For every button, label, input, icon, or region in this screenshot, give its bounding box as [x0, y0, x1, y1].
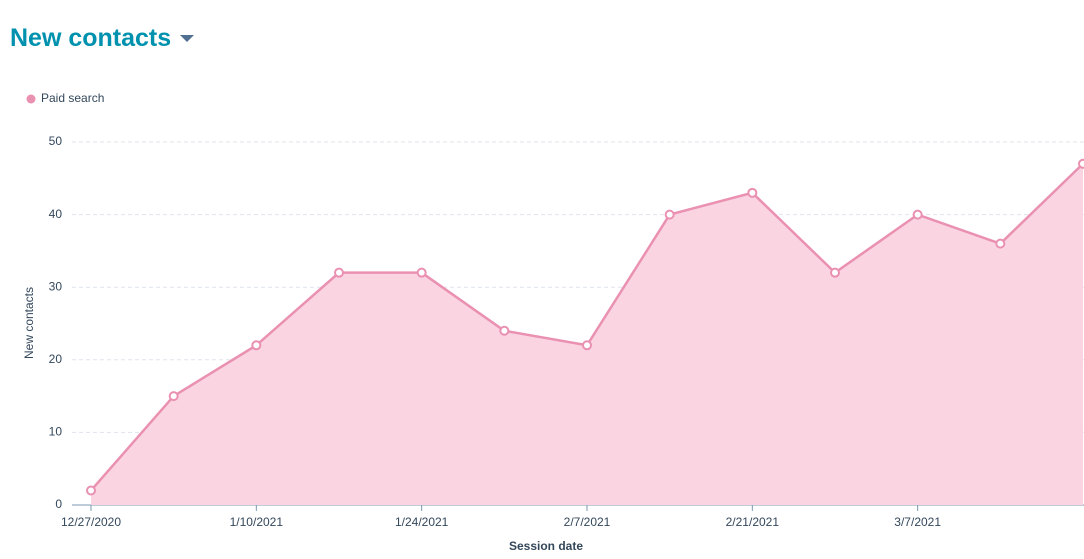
data-point	[334, 267, 344, 278]
x-tick-label: 1/10/2021	[230, 515, 284, 529]
data-point	[1078, 158, 1084, 169]
x-tick-label: 1/24/2021	[395, 515, 449, 529]
y-tick-label: 40	[49, 207, 63, 221]
data-point	[86, 485, 96, 496]
y-tick-label: 10	[49, 425, 63, 439]
dropdown-caret[interactable]	[179, 34, 195, 44]
data-point	[582, 340, 592, 351]
y-tick-label: 20	[49, 352, 63, 366]
data-point	[416, 267, 427, 278]
x-tick-label: 12/27/2020	[61, 515, 121, 529]
y-tick-label: 30	[49, 279, 63, 293]
data-point	[664, 209, 675, 220]
legend-label: Paid search	[41, 91, 104, 105]
x-tick-label: 2/21/2021	[726, 515, 780, 529]
x-tick-label: 2/7/2021	[564, 515, 611, 529]
data-point	[499, 325, 510, 336]
data-point	[168, 391, 179, 402]
legend-marker	[26, 94, 36, 104]
chart-title: New contacts	[10, 24, 172, 52]
data-point	[830, 267, 840, 278]
y-axis-title: New contacts	[22, 287, 36, 359]
data-point	[912, 209, 923, 220]
x-tick-label: 3/7/2021	[894, 515, 941, 529]
y-tick-label: 0	[55, 497, 62, 511]
y-tick-label: 50	[49, 134, 63, 148]
data-point	[747, 187, 758, 198]
area	[91, 163, 1083, 505]
report-title-dropdown[interactable]: New contacts	[10, 24, 195, 53]
data-point	[251, 340, 262, 351]
data-point	[995, 238, 1006, 249]
x-axis-title: Session date	[509, 539, 583, 553]
